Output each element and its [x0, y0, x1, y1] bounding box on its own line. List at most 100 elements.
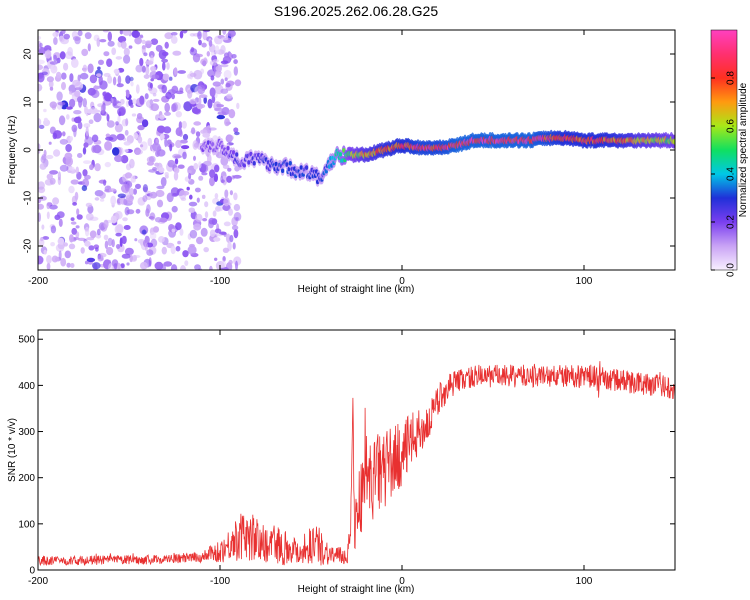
- noise-blob: [133, 188, 137, 195]
- noise-blob: [182, 151, 187, 160]
- colorbar-tick-label: 0.0: [726, 263, 737, 277]
- noise-blob: [76, 214, 83, 220]
- noise-blob: [210, 51, 216, 56]
- noise-blob: [85, 213, 94, 221]
- noise-blob: [103, 219, 109, 229]
- noise-blob: [195, 131, 201, 137]
- noise-blob: [200, 227, 208, 237]
- noise-blob: [82, 64, 88, 73]
- snr-panel: -200 -100 0 100 0 100 200 300 400 500 Height of s…: [7, 329, 676, 595]
- noise-blob: [38, 197, 42, 204]
- noise-blob: [155, 150, 160, 158]
- noise-blob: [193, 121, 202, 126]
- noise-blob: [122, 30, 131, 36]
- noise-blob: [38, 150, 41, 154]
- snr-x-tick-label: -200: [28, 576, 48, 587]
- noise-blob: [98, 75, 103, 86]
- noise-blob: [143, 74, 150, 79]
- noise-blob: [212, 81, 221, 87]
- noise-blob: [57, 237, 65, 245]
- noise-blob: [85, 202, 93, 208]
- ridge-core: [235, 152, 239, 157]
- noise-blob: [141, 39, 146, 45]
- noise-blob: [119, 30, 124, 35]
- noise-blob: [226, 175, 233, 183]
- noise-blob: [113, 68, 120, 74]
- snr-x-tick-label: 100: [576, 576, 593, 587]
- noise-blob: [117, 75, 122, 85]
- noise-blob: [69, 98, 76, 108]
- noise-blob: [108, 263, 114, 270]
- noise-blob: [174, 67, 178, 75]
- noise-blob: [137, 124, 145, 131]
- noise-blob: [115, 56, 123, 60]
- noise-blob: [171, 103, 177, 113]
- noise-blob: [79, 72, 89, 80]
- noise-blob: [223, 221, 231, 227]
- noise-blob: [229, 190, 233, 196]
- noise-blob: [207, 154, 212, 164]
- noise-blob: [222, 30, 227, 35]
- noise-blob: [41, 224, 45, 230]
- noise-blob: [82, 169, 88, 177]
- noise-blob: [227, 30, 236, 38]
- noise-blob: [43, 117, 48, 122]
- noise-blob: [132, 98, 137, 105]
- noise-blob: [44, 45, 52, 52]
- noise-blob: [231, 225, 239, 231]
- noise-blob: [95, 233, 102, 239]
- noise-blob: [72, 79, 81, 87]
- noise-blob: [65, 144, 72, 152]
- noise-blob: [38, 47, 46, 55]
- noise-blob: [215, 65, 221, 72]
- noise-blob: [214, 45, 220, 55]
- noise-blob: [59, 51, 66, 60]
- noise-blob: [189, 98, 197, 105]
- noise-blob: [202, 132, 211, 138]
- noise-blob: [212, 59, 219, 63]
- ridge-core: [288, 161, 292, 166]
- noise-blob: [39, 237, 45, 247]
- noise-blob: [209, 87, 216, 97]
- noise-blob: [161, 84, 167, 94]
- noise-blob: [38, 64, 44, 71]
- noise-blob: [149, 82, 153, 89]
- noise-blob: [212, 210, 217, 217]
- noise-blob: [173, 171, 179, 181]
- ridge-core: [206, 140, 210, 145]
- noise-blob: [210, 75, 215, 81]
- noise-blob: [56, 211, 65, 219]
- noise-blob: [46, 202, 51, 210]
- noise-blob: [140, 239, 144, 246]
- colorbar-tick-label: 0.8: [726, 71, 737, 85]
- noise-blob: [43, 149, 47, 157]
- noise-blob: [139, 57, 144, 67]
- noise-blob: [124, 172, 133, 179]
- noise-blob: [66, 262, 71, 268]
- noise-blob: [189, 194, 193, 200]
- noise-blob: [70, 179, 79, 185]
- noise-blob: [179, 139, 188, 144]
- noise-blob: [208, 127, 217, 131]
- noise-blob: [180, 265, 186, 270]
- noise-blob: [149, 212, 156, 221]
- noise-blob: [92, 262, 101, 270]
- noise-blob: [69, 234, 74, 243]
- colorbar: 0.0 0.2 0.4 0.6 0.8 Normalized spectral ampl…: [710, 29, 749, 277]
- noise-blob: [69, 136, 74, 142]
- noise-blob: [225, 83, 231, 88]
- noise-blob: [84, 260, 89, 265]
- noise-blob: [107, 40, 115, 47]
- noise-blob: [189, 229, 198, 239]
- noise-blob: [198, 94, 208, 99]
- noise-blob: [115, 211, 123, 220]
- noise-blob: [226, 93, 233, 99]
- noise-blob: [193, 69, 203, 80]
- noise-blob: [196, 236, 204, 245]
- ridge-core: [299, 165, 303, 170]
- noise-blob: [209, 229, 216, 238]
- noise-blob: [134, 149, 143, 155]
- noise-blob: [91, 134, 99, 143]
- noise-blob: [156, 199, 164, 208]
